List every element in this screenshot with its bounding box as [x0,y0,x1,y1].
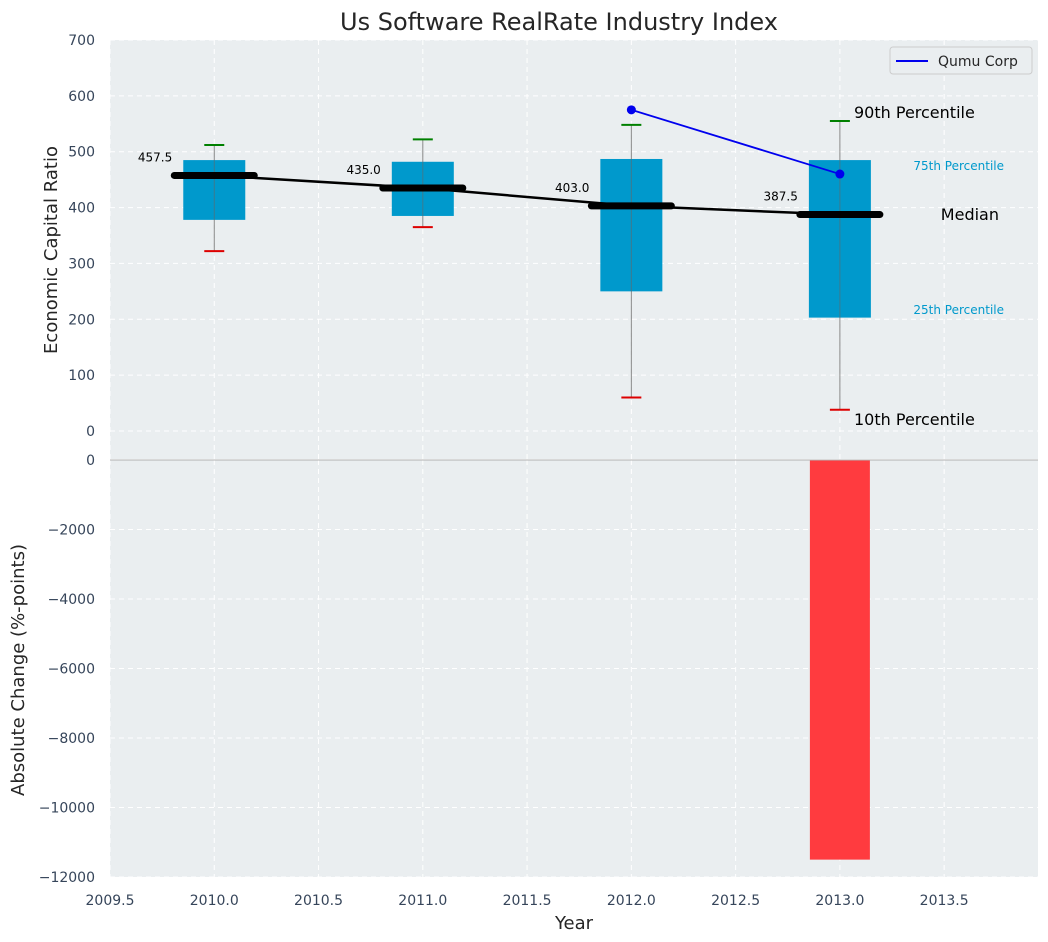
top-y-tick-labels: 0 100 200 300 400 500 600 700 [68,33,95,440]
bottom-y-tick-label: −4000 [48,592,95,608]
series-point [626,105,636,115]
median-value-label: 387.5 [764,190,798,204]
top-y-tick-label: 100 [68,368,95,384]
x-tick-label: 2012.5 [711,893,760,909]
series-point [835,169,845,179]
median-value-label: 457.5 [138,150,172,164]
bottom-y-tick-label: −2000 [48,523,95,539]
annotation-p10: 10th Percentile [854,410,975,429]
top-y-axis-label: Economic Capital Ratio [41,146,62,354]
top-y-tick-label: 700 [68,33,95,49]
annotation-p25: 25th Percentile [913,303,1004,317]
change-bars [809,460,870,860]
bottom-y-tick-label: −6000 [48,662,95,678]
bottom-y-tick-label: 0 [86,453,95,469]
x-tick-label: 2011.5 [503,893,552,909]
bottom-y-tick-label: −10000 [39,801,95,817]
bottom-y-tick-label: −8000 [48,731,95,747]
legend-box [889,46,1033,75]
change-bar [809,460,870,860]
x-tick-label: 2012.0 [607,893,656,909]
top-y-tick-label: 400 [68,201,95,217]
annotation-p90: 90th Percentile [854,103,975,122]
x-tick-label: 2011.0 [398,893,447,909]
bottom-y-tick-labels: 0 −2000 −4000 −6000 −8000 −10000 −12000 [39,453,95,886]
bottom-y-axis-label: Absolute Change (%-points) [8,544,29,796]
top-y-tick-label: 0 [86,424,95,440]
x-tick-label: 2013.0 [815,893,864,909]
legend: Qumu Corp [889,46,1033,75]
legend-label-qumu: Qumu Corp [938,54,1018,70]
annotation-median: Median [941,205,999,224]
x-tick-label: 2009.5 [86,893,135,909]
company-series [626,105,845,179]
x-tick-label: 2010.0 [190,893,239,909]
top-plot-area [110,40,1038,459]
x-tick-label: 2010.5 [294,893,343,909]
annotation-p75: 75th Percentile [913,159,1004,173]
chart-title: Us Software RealRate Industry Index [340,8,778,36]
top-y-tick-label: 200 [68,312,95,328]
series-line [631,108,841,175]
x-tick-labels: 2009.5 2010.0 2010.5 2011.0 2011.5 2012.0 2012… [86,893,969,909]
top-y-tick-label: 300 [68,256,95,272]
top-y-tick-label: 500 [68,145,95,161]
median-value-label: 403.0 [555,181,589,195]
x-axis-label: Year [554,913,594,934]
x-tick-label: 2013.5 [920,893,969,909]
bottom-y-tick-label: −12000 [39,870,95,886]
median-line [214,174,840,216]
median-value-label: 435.0 [346,163,380,177]
median-series: 457.5 435.0 403.0 387.5 [138,150,884,219]
top-y-tick-label: 600 [68,89,95,105]
